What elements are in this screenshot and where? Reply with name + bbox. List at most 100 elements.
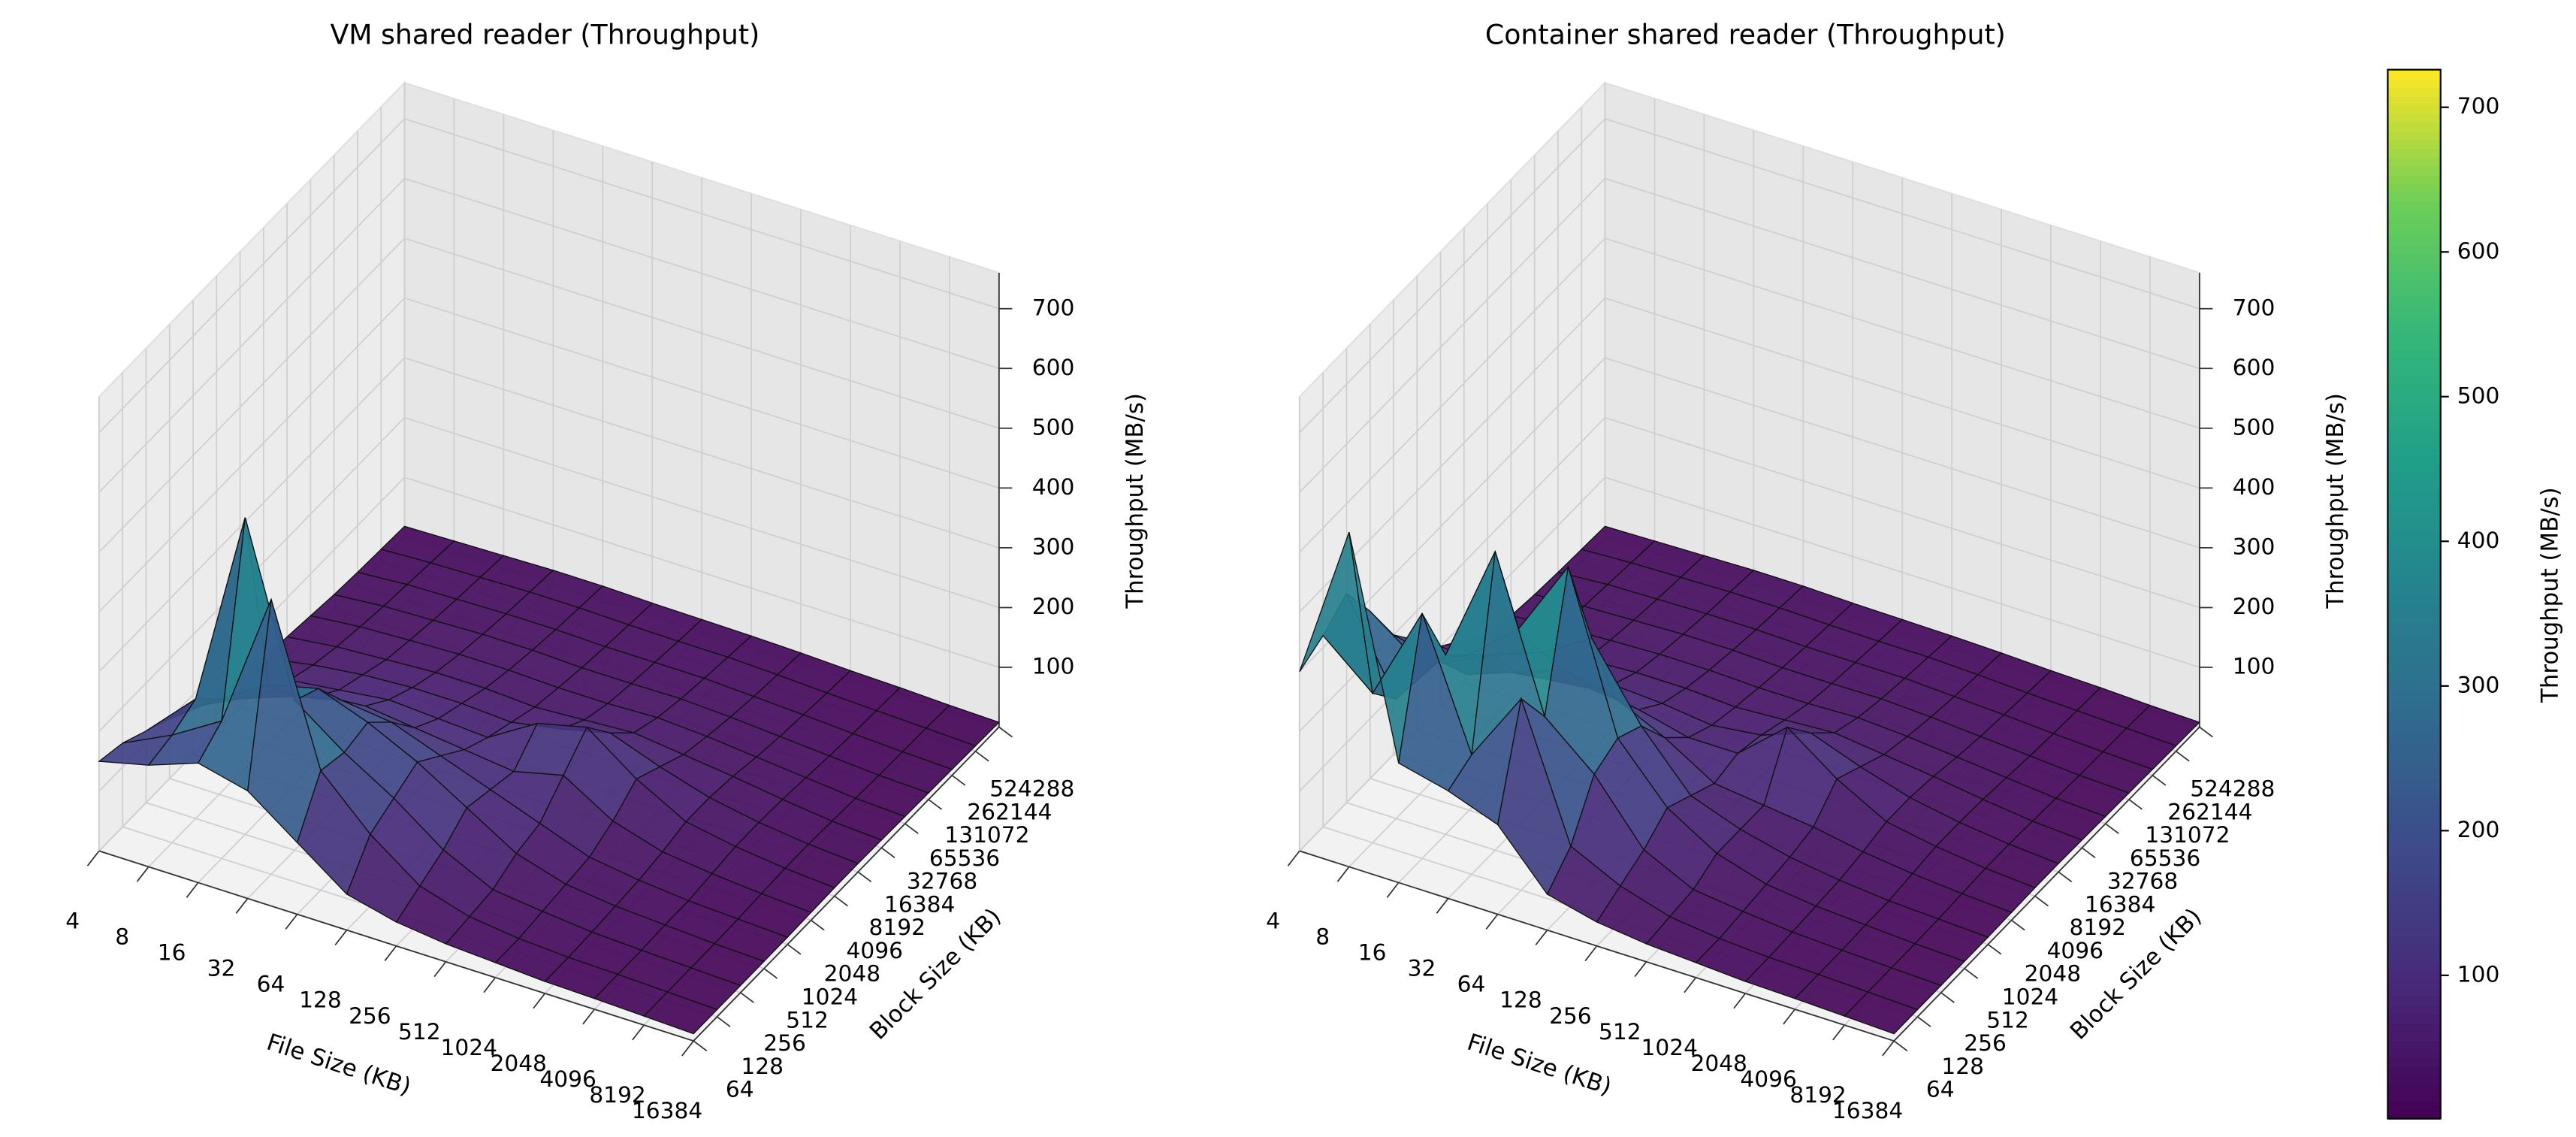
y-tick-label: 4096: [2047, 937, 2103, 963]
colorbar-segment: [2387, 856, 2441, 866]
colorbar-segment: [2387, 847, 2441, 857]
colorbar-segment: [2387, 1031, 2441, 1042]
x-tick-label: 1024: [441, 1034, 497, 1060]
colorbar-segment: [2387, 585, 2441, 595]
colorbar-segment: [2387, 314, 2441, 325]
colorbar-segment: [2387, 620, 2441, 630]
colorbar-segment: [2387, 384, 2441, 395]
colorbar-segment: [2387, 742, 2441, 753]
z-tick-label: 200: [1032, 593, 1075, 619]
colorbar-label: Throughput (MB/s): [2537, 487, 2564, 703]
colorbar-segment: [2387, 664, 2441, 674]
grid-line: [404, 416, 1000, 609]
tick-mark: [1882, 1040, 1895, 1057]
x-tick-label: 16: [158, 939, 186, 966]
colorbar-segment: [2387, 209, 2441, 219]
colorbar-segment: [2387, 821, 2441, 831]
y-tick-label: 524288: [989, 776, 1074, 802]
colorbar-segment: [2387, 926, 2441, 936]
colorbar-segment: [2387, 629, 2441, 640]
grid-line: [98, 118, 406, 434]
tick-mark: [483, 977, 497, 993]
tick-mark: [1783, 1008, 1796, 1025]
x-axis-line: [1299, 850, 1895, 1042]
x-tick-label: 64: [257, 971, 285, 997]
colorbar-segment: [2387, 235, 2441, 246]
grid-line: [1605, 118, 2200, 310]
y-tick-label: 524288: [2190, 776, 2275, 802]
grid-line: [1605, 357, 2200, 549]
colorbar-segment: [2387, 1005, 2441, 1015]
colorbar-segment: [2387, 917, 2441, 927]
grid-line: [1299, 417, 1606, 732]
y-tick-label: 512: [1986, 1006, 2029, 1033]
tick-mark: [1987, 943, 2002, 955]
y-tick-label: 262144: [2167, 798, 2252, 824]
tick-mark: [1634, 961, 1647, 978]
tick-mark: [433, 961, 447, 978]
colorbar-segment: [2387, 830, 2441, 840]
colorbar-segment: [2387, 646, 2441, 657]
y-tick-label: 1024: [2002, 984, 2058, 1010]
x-tick-label: 4: [65, 907, 80, 933]
colorbar-segment: [2387, 882, 2441, 893]
x-tick-label: 8: [115, 923, 129, 949]
x-axis-label: File Size (KB): [1464, 1029, 1615, 1101]
colorbar-frame: [2387, 68, 2442, 1120]
grid-line: [1299, 177, 1606, 493]
colorbar: 100 200 300 400 500 600 700 Throughput (MB/s): [2387, 68, 2564, 1120]
colorbar-segment: [2387, 454, 2441, 464]
x-tick-label: 2048: [1690, 1050, 1747, 1076]
tick-mark: [2081, 847, 2096, 859]
colorbar-segment: [2387, 603, 2441, 613]
colorbar-segment: [2387, 252, 2441, 263]
z-tick-label: 500: [2233, 413, 2276, 440]
colorbar-segment: [2387, 515, 2441, 525]
subplot: 4816326412825651210242048409681921638464…: [1266, 19, 2348, 1123]
colorbar-segment: [2387, 803, 2441, 814]
colorbar-segment: [2387, 891, 2441, 901]
tick-mark: [186, 881, 199, 898]
x-tick-label: 128: [1499, 987, 1542, 1013]
x-tick-label: 512: [1599, 1018, 1641, 1045]
y-tick-label: 16384: [884, 891, 955, 917]
colorbar-segment: [2387, 218, 2441, 228]
y-tick-label: 128: [741, 1053, 784, 1079]
colorbar-segment: [2387, 1101, 2441, 1111]
colorbar-segment: [2387, 978, 2441, 989]
colorbar-segment: [2387, 987, 2441, 997]
tick-mark: [2128, 799, 2143, 810]
colorbar-segment: [2387, 165, 2441, 176]
z-tick-label: 600: [1032, 354, 1075, 380]
colorbar-segment: [2387, 156, 2441, 167]
y-axis-line: [693, 726, 1000, 1042]
colorbar-tick-label: 300: [2457, 671, 2500, 697]
colorbar-segment: [2387, 699, 2441, 709]
grid-line: [1299, 118, 1606, 434]
surface-cell: [1844, 991, 1919, 1035]
grid-line: [1605, 237, 2200, 429]
tick-mark: [334, 930, 348, 946]
colorbar-segment: [2387, 655, 2441, 665]
subplot: 4816326412825651210242048409681921638464…: [65, 19, 1148, 1123]
x-tick-label: 1024: [1641, 1034, 1698, 1060]
z-tick-label: 400: [1032, 473, 1075, 500]
tick-mark: [1684, 977, 1697, 993]
grid-line: [98, 297, 406, 612]
z-axis-label: Throughput (MB/s): [2322, 393, 2349, 609]
colorbar-segment: [2387, 969, 2441, 980]
colorbar-segment: [2387, 488, 2441, 499]
colorbar-segment: [2387, 541, 2441, 552]
colorbar-segment: [2387, 550, 2441, 561]
tick-mark: [1940, 992, 1955, 1003]
grid-line: [404, 476, 1000, 668]
grid-line: [1605, 416, 2200, 609]
x-tick-label: 16384: [1832, 1097, 1903, 1123]
colorbar-segment: [2387, 367, 2441, 377]
colorbar-segment: [2387, 183, 2441, 193]
y-tick-label: 131072: [2145, 821, 2230, 848]
grid-line: [98, 177, 406, 493]
y-tick-label: 128: [1941, 1053, 1984, 1079]
colorbar-segment: [2387, 122, 2441, 132]
